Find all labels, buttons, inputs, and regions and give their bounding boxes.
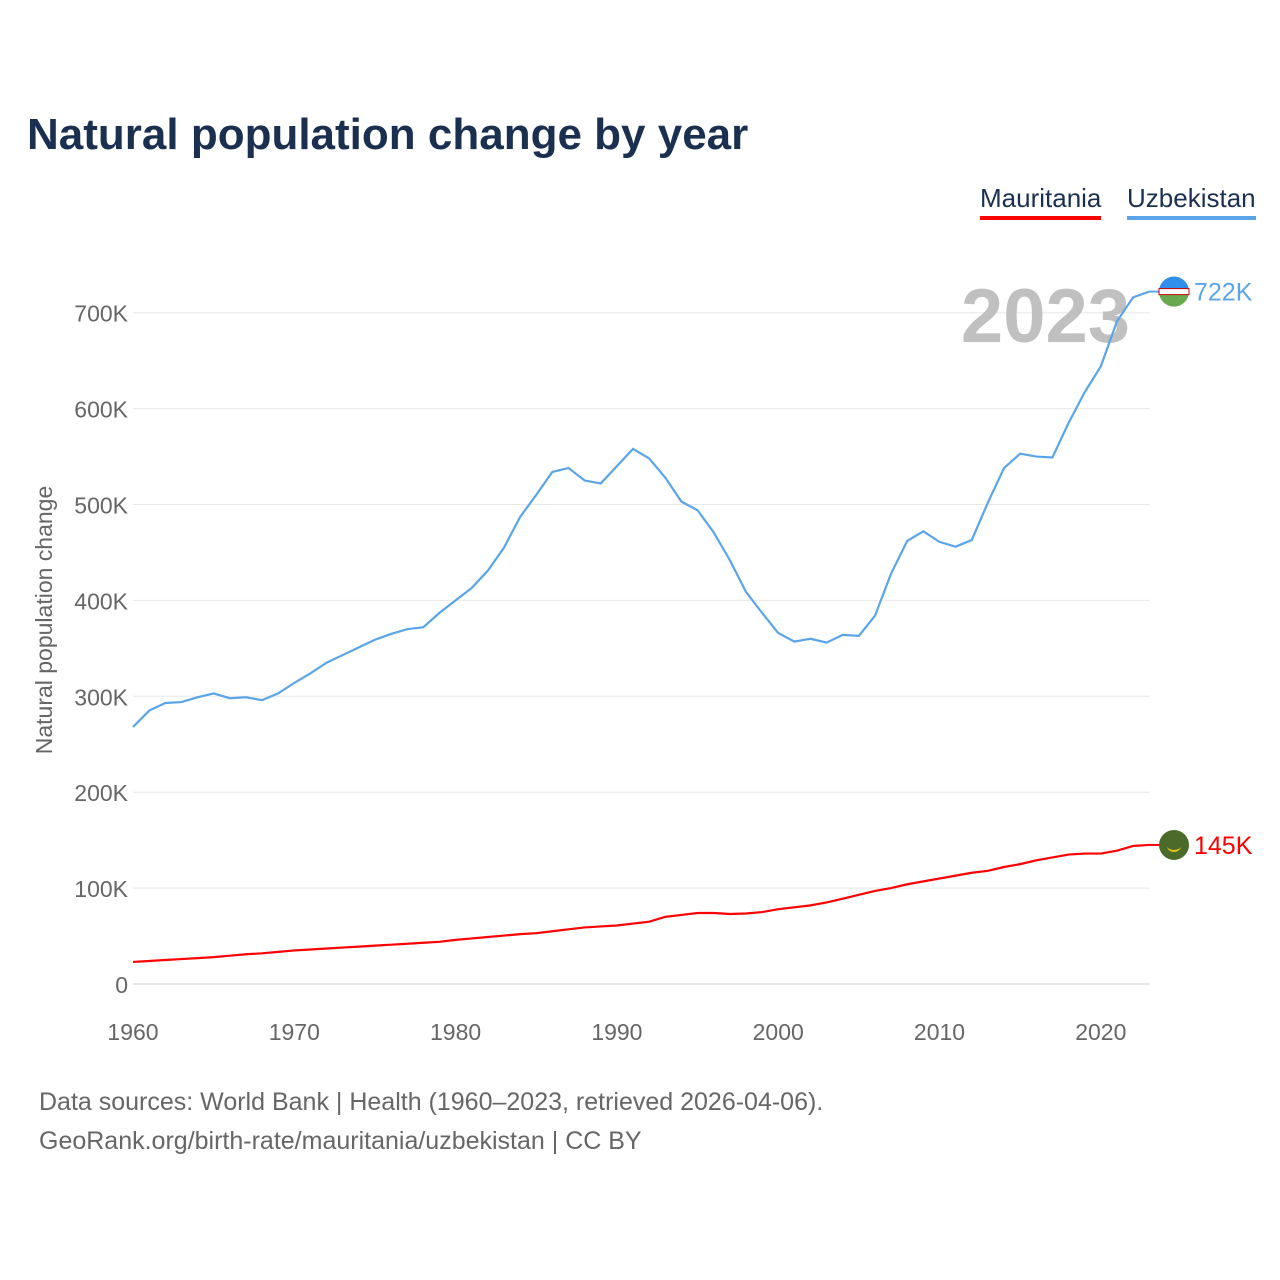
year-label: 2023 bbox=[961, 274, 1130, 359]
y-tick-label: 100K bbox=[74, 876, 128, 902]
end-value-label: 722K bbox=[1194, 279, 1253, 307]
x-tick-label: 2010 bbox=[914, 1019, 965, 1045]
legend-mauritania[interactable]: Mauritania bbox=[980, 183, 1102, 220]
x-tick-label: 1970 bbox=[269, 1019, 320, 1045]
y-tick-label: 300K bbox=[74, 684, 128, 710]
y-tick-label: 700K bbox=[74, 301, 128, 327]
data-source: Data sources: World Bank | Health (1960–… bbox=[39, 1088, 824, 1116]
flag-stripe bbox=[1158, 288, 1190, 296]
end-value-label: 145K bbox=[1194, 832, 1253, 860]
x-tick-label: 1960 bbox=[107, 1019, 158, 1045]
crescent-icon bbox=[1167, 845, 1181, 852]
flag-top bbox=[1159, 276, 1189, 292]
series-line-mauritania bbox=[132, 843, 1150, 964]
chart-title: Natural population change by year bbox=[27, 110, 749, 159]
y-tick-label: 400K bbox=[74, 588, 128, 614]
legend-uzbekistan[interactable]: Uzbekistan bbox=[1127, 183, 1256, 220]
y-tick-label: 0 bbox=[115, 972, 128, 998]
x-tick-label: 1990 bbox=[591, 1019, 642, 1045]
x-tick-label: 1980 bbox=[430, 1019, 481, 1045]
y-tick-label: 500K bbox=[74, 493, 128, 519]
y-tick-label: 200K bbox=[74, 780, 128, 806]
source-link[interactable]: GeoRank.org/birth-rate/mauritania/uzbeki… bbox=[39, 1127, 642, 1155]
series-line-uzbekistan bbox=[132, 290, 1150, 728]
y-axis-label: Natural population change bbox=[31, 486, 57, 755]
y-tick-label: 600K bbox=[74, 397, 128, 423]
mauritania-flag-icon bbox=[1159, 829, 1189, 860]
x-tick-label: 2000 bbox=[753, 1019, 804, 1045]
x-tick-label: 2020 bbox=[1075, 1019, 1126, 1045]
